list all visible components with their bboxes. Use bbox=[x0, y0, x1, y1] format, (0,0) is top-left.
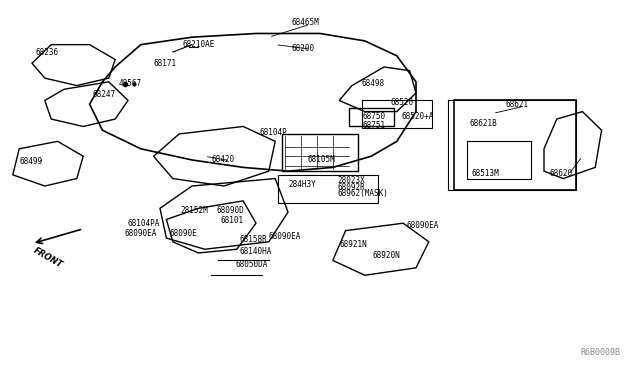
Text: 68962(MASK): 68962(MASK) bbox=[338, 189, 388, 198]
Text: 68104PA: 68104PA bbox=[128, 219, 161, 228]
Text: 68158R: 68158R bbox=[240, 235, 268, 244]
Text: 68750: 68750 bbox=[363, 112, 386, 121]
Text: 68090EA: 68090EA bbox=[269, 232, 301, 241]
Text: 68104P: 68104P bbox=[259, 128, 287, 137]
Text: 68092R: 68092R bbox=[338, 183, 365, 192]
Text: 68140HA: 68140HA bbox=[240, 247, 273, 256]
Text: 68751: 68751 bbox=[363, 121, 386, 130]
Bar bbox=[467, 141, 531, 179]
Text: 68101: 68101 bbox=[221, 216, 244, 225]
Text: 284H3Y: 284H3Y bbox=[288, 180, 316, 189]
Text: 68513M: 68513M bbox=[472, 169, 499, 178]
Bar bbox=[454, 100, 576, 190]
Bar bbox=[349, 108, 394, 126]
Text: 68499: 68499 bbox=[19, 157, 42, 166]
Bar bbox=[362, 100, 432, 128]
Text: 68420: 68420 bbox=[211, 155, 234, 164]
Text: 68171: 68171 bbox=[154, 59, 177, 68]
Text: 68200: 68200 bbox=[291, 44, 314, 53]
Text: 68620: 68620 bbox=[549, 169, 572, 178]
Text: 68520: 68520 bbox=[390, 98, 413, 107]
Text: FRONT: FRONT bbox=[32, 246, 64, 269]
Text: 68621B: 68621B bbox=[469, 119, 497, 128]
Text: 68465M: 68465M bbox=[291, 18, 319, 27]
Text: 68520+A: 68520+A bbox=[402, 112, 435, 121]
Text: 68050DA: 68050DA bbox=[236, 260, 268, 269]
Text: 68498: 68498 bbox=[362, 79, 385, 88]
Text: 48567: 48567 bbox=[118, 79, 141, 88]
Text: 68920N: 68920N bbox=[372, 251, 400, 260]
Text: 68236: 68236 bbox=[35, 48, 58, 57]
Text: 68090E: 68090E bbox=[170, 229, 197, 238]
Text: 68090EA: 68090EA bbox=[406, 221, 439, 230]
Text: 68210AE: 68210AE bbox=[182, 40, 215, 49]
Text: 68105M: 68105M bbox=[307, 155, 335, 164]
Bar bbox=[282, 134, 358, 171]
Text: 28152M: 28152M bbox=[180, 206, 208, 215]
Text: 68921N: 68921N bbox=[339, 240, 367, 249]
Text: 68247: 68247 bbox=[93, 90, 116, 99]
Text: R6B0009B: R6B0009B bbox=[581, 348, 621, 357]
Text: 68090D: 68090D bbox=[216, 206, 244, 215]
Text: 68621: 68621 bbox=[506, 100, 529, 109]
Bar bbox=[278, 175, 378, 203]
Bar bbox=[448, 100, 576, 190]
Text: 28023X: 28023X bbox=[338, 176, 365, 185]
Text: 68090EA: 68090EA bbox=[125, 229, 157, 238]
